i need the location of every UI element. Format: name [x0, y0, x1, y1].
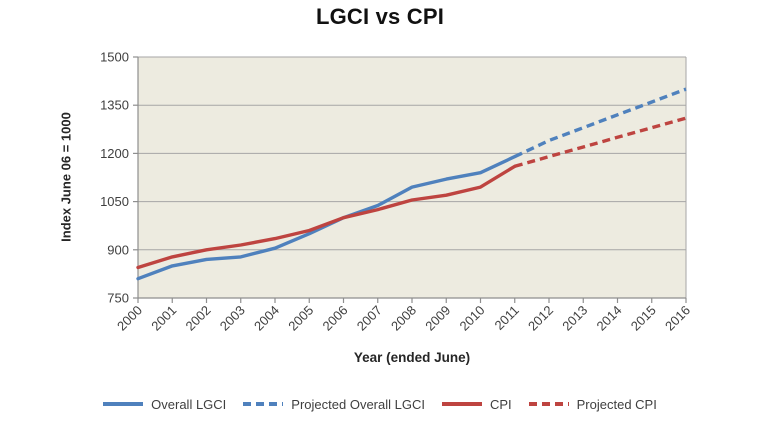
- x-tick-label: 2001: [148, 303, 179, 334]
- y-tick-label: 1200: [100, 146, 129, 161]
- x-axis-title: Year (ended June): [353, 350, 471, 365]
- series-line-projected-cpi: [514, 116, 687, 168]
- x-tick-label: 2015: [628, 303, 659, 334]
- x-tick-label: 2016: [662, 303, 693, 334]
- legend-item-projected-overall-lgci: Projected Overall LGCI: [243, 397, 425, 412]
- legend-line-dashed-red-icon: [528, 402, 569, 406]
- x-tick-label: 2008: [388, 303, 419, 334]
- x-tick-label: 2000: [114, 303, 145, 334]
- y-tick-label: 750: [107, 291, 129, 306]
- legend-line-dashed-blue-icon: [243, 402, 284, 406]
- x-tick-label: 2002: [183, 303, 214, 334]
- x-tick-label: 2004: [251, 303, 282, 334]
- x-tick-label: 2012: [525, 303, 556, 334]
- legend: Overall LGCI Projected Overall LGCI CPI …: [0, 392, 760, 416]
- legend-label: Projected CPI: [576, 396, 657, 412]
- x-tick-label: 2007: [354, 303, 385, 334]
- legend-label: CPI: [489, 396, 512, 412]
- y-tick-label: 1350: [100, 98, 129, 113]
- x-tick-label: 2010: [457, 303, 488, 334]
- legend-line-solid-blue-icon: [103, 402, 144, 406]
- x-tick-label: 2013: [559, 303, 590, 334]
- x-tick-label: 2003: [217, 303, 248, 334]
- legend-label: Overall LGCI: [151, 396, 227, 412]
- legend-item-projected-cpi: Projected CPI: [528, 396, 657, 412]
- y-axis-title: Index June 06 = 1000: [58, 112, 74, 242]
- legend-item-overall-lgci: Overall LGCI: [103, 397, 226, 412]
- legend-item-cpi: CPI: [441, 396, 512, 412]
- x-tick-label: 2006: [320, 303, 351, 334]
- chart-title: LGCI vs CPI: [315, 4, 445, 29]
- y-tick-label: 1050: [100, 194, 129, 209]
- x-tick-label: 2011: [491, 303, 521, 333]
- plot-background: [138, 57, 686, 298]
- x-tick-label: 2014: [594, 303, 625, 334]
- y-tick-label: 1500: [100, 50, 129, 65]
- y-tick-label: 900: [107, 242, 129, 257]
- legend-label: Projected Overall LGCI: [291, 396, 425, 412]
- legend-line-solid-red-icon: [441, 402, 482, 406]
- x-tick-label: 2005: [285, 303, 316, 334]
- series-line-projected-overall-lgci: [514, 87, 687, 159]
- series-line-cpi: [136, 164, 517, 270]
- x-tick-label: 2009: [422, 303, 453, 334]
